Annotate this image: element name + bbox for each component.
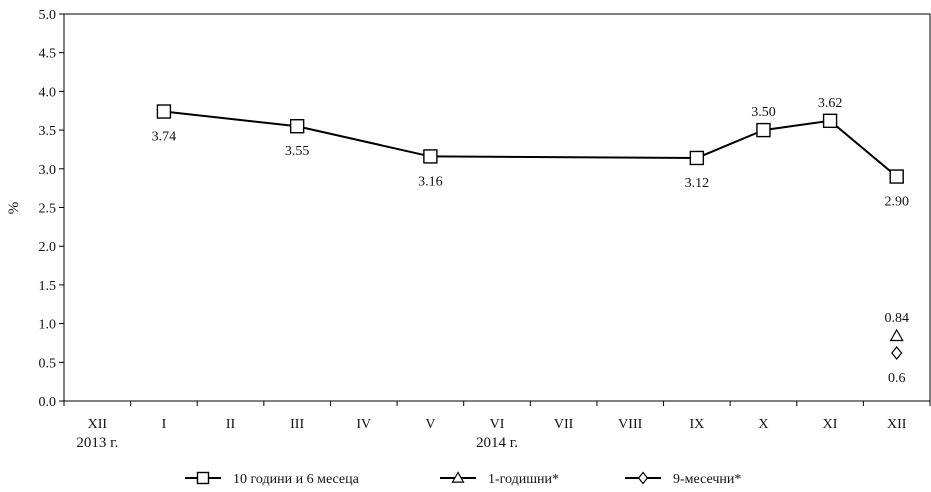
x-tick-label: XI [823,417,838,432]
y-tick-label: 2.5 [39,202,57,217]
data-point [822,113,838,129]
x-tick-label: XII [88,417,108,432]
legend-label: 10 години и 6 месеца [233,472,360,487]
data-point [423,149,438,164]
x-tick-label: VI [490,417,505,432]
legend: 10 години и 6 месеца 1-годишни* 9-месечни* [185,471,741,487]
legend-marker [451,471,465,483]
axes [63,13,931,402]
data-point [891,346,903,360]
x-tick-label: VII [554,417,574,432]
x-tick-label: V [425,417,435,432]
y-tick-label: 3.5 [39,124,57,139]
data-point [289,119,305,134]
y-tick-label: 0.0 [39,395,57,410]
x-tick-label: III [290,417,304,432]
legend-marker [637,471,649,485]
data-label: 0.84 [884,311,909,326]
plot-area-frame [63,13,931,402]
x-tick-label: X [758,417,768,432]
data-label: 3.74 [152,130,177,145]
data-point [756,122,771,138]
data-point [889,328,904,342]
y-tick-label: 2.0 [39,240,57,255]
y-axis-label: % [6,202,22,215]
data-point [689,150,705,166]
x-year-label: 2014 г. [476,435,518,451]
data-label: 3.62 [818,96,843,111]
legend-label: 1-годишни* [488,472,559,487]
y-tick-label: 5.0 [39,8,57,23]
x-tick-label: IV [356,417,371,432]
data-label: 3.12 [685,176,710,191]
x-tick-label: II [226,417,236,432]
y-tick-label: 1.5 [39,279,57,294]
series-layer: 3.74 3.55 3.16 3.12 3.50 3.62 2.90 0.84 0.6 [152,96,909,386]
x-tick-label: IX [689,417,704,432]
data-label: 3.50 [751,105,776,120]
y-tick-label: 4.0 [39,85,57,100]
y-tick-label: 3.0 [39,163,57,178]
legend-item: 9-месечни* [625,471,741,487]
data-label: 2.90 [884,195,909,210]
legend-item: 10 години и 6 месеца [185,471,360,487]
x-tick-label: I [162,417,167,432]
y-axis: 0.0 0.5 1.0 1.5 2.0 2.5 3.0 3.5 4.0 4.5 5.0 [39,8,64,410]
data-point [889,169,904,184]
y-tick-label: 0.5 [39,356,57,371]
series-diamond: 0.6 [888,346,906,386]
data-label: 3.16 [418,174,443,189]
x-tick-label: VIII [618,417,642,432]
legend-marker [196,471,210,485]
series-line [163,110,898,178]
x-tick-label: XII [887,417,907,432]
y-tick-label: 1.0 [39,318,57,333]
data-point [156,104,172,119]
data-label: 0.6 [888,371,906,386]
legend-item: 1-годишни* [440,471,559,487]
data-label: 3.55 [285,144,310,159]
y-tick-label: 4.5 [39,47,57,62]
series-square: 3.74 3.55 3.16 3.12 3.50 3.62 2.90 [152,96,909,210]
x-year-label: 2013 г. [76,435,118,451]
series-triangle: 0.84 [884,311,909,342]
legend-label: 9-месечни* [673,472,741,487]
